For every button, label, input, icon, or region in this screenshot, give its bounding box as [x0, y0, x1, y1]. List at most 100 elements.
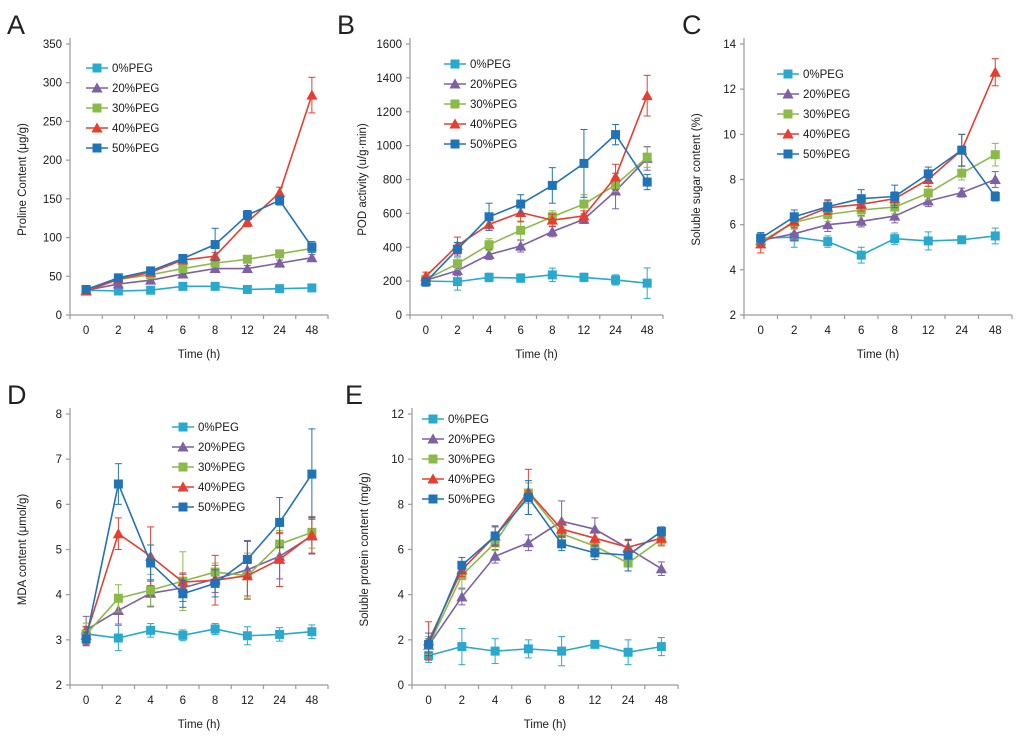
- square-marker: [611, 130, 621, 140]
- series-line: [760, 178, 996, 242]
- square-marker: [823, 237, 833, 247]
- square-marker: [484, 272, 494, 282]
- legend-item-50%PEG: 50%PEG: [444, 139, 517, 151]
- square-marker: [307, 242, 317, 252]
- y-tick-label: 14: [723, 39, 736, 51]
- square-marker: [623, 647, 633, 657]
- square-marker: [789, 212, 799, 222]
- triangle-marker: [889, 210, 901, 221]
- square-marker: [210, 240, 220, 250]
- y-tick-label: 1200: [376, 107, 402, 119]
- square-marker: [146, 285, 156, 295]
- x-tick-label: 6: [180, 695, 186, 707]
- legend-label: 0%PEG: [198, 422, 239, 434]
- legend-label: 30%PEG: [448, 454, 495, 466]
- square-marker: [242, 284, 252, 294]
- y-tick-label: 1400: [376, 73, 402, 85]
- y-tick-label: 6: [56, 499, 62, 511]
- triangle-marker: [449, 118, 461, 129]
- legend-item-40%PEG: 40%PEG: [777, 128, 850, 141]
- square-marker: [457, 560, 467, 570]
- square-marker: [450, 139, 460, 149]
- legend-label: 40%PEG: [470, 119, 517, 131]
- triangle-marker: [956, 187, 968, 198]
- y-axis-title: Soluble sugar content (%): [691, 113, 703, 245]
- triangle-marker: [782, 128, 794, 139]
- legend-label: 20%PEG: [803, 89, 850, 101]
- square-marker: [428, 494, 438, 504]
- series-line: [85, 531, 313, 635]
- legend-item-0%PEG: 0%PEG: [422, 414, 489, 426]
- triangle-marker: [483, 248, 495, 260]
- y-tick-label: 2: [730, 310, 736, 322]
- square-marker: [146, 625, 156, 635]
- square-marker: [146, 266, 156, 276]
- square-marker: [113, 286, 123, 296]
- triangle-marker: [609, 171, 622, 182]
- legend-item-20%PEG: 20%PEG: [444, 78, 517, 91]
- legend-item-30%PEG: 30%PEG: [444, 99, 517, 111]
- square-marker: [178, 502, 188, 512]
- triangle-marker: [456, 591, 468, 602]
- legend-label: 20%PEG: [198, 442, 245, 454]
- triangle-marker: [145, 274, 157, 285]
- triangle-marker: [274, 187, 286, 198]
- square-marker: [457, 642, 467, 652]
- series-line: [425, 133, 648, 283]
- triangle-marker: [522, 537, 534, 548]
- square-marker: [783, 69, 793, 79]
- triangle-marker: [989, 173, 1001, 184]
- square-marker: [516, 225, 526, 235]
- triangle-marker: [515, 240, 527, 251]
- y-tick-label: 600: [383, 208, 402, 220]
- square-marker: [516, 273, 526, 283]
- legend-item-20%PEG: 20%PEG: [777, 88, 850, 101]
- square-marker: [428, 414, 438, 424]
- x-tick-label: 12: [241, 325, 254, 337]
- y-tick-label: 10: [723, 129, 736, 141]
- x-tick-label: 0: [758, 325, 764, 337]
- legend-label: 0%PEG: [448, 414, 489, 426]
- x-tick-label: 2: [454, 325, 460, 337]
- x-tick-label: 4: [825, 325, 832, 337]
- triangle-marker: [209, 262, 221, 274]
- square-marker: [642, 278, 652, 288]
- legend-item-0%PEG: 0%PEG: [86, 63, 153, 75]
- x-axis-title: Time (h): [178, 719, 221, 731]
- square-marker: [484, 240, 494, 250]
- series-0%PEG: [424, 628, 666, 667]
- series-line: [425, 274, 648, 284]
- panel-letter: C: [682, 10, 702, 40]
- series-line: [425, 157, 648, 282]
- square-marker: [642, 177, 652, 187]
- y-tick-label: 2: [56, 680, 62, 692]
- triangle-marker: [655, 532, 667, 543]
- x-tick-label: 12: [241, 695, 254, 707]
- triangle-marker: [427, 473, 439, 484]
- x-tick-label: 8: [549, 325, 555, 337]
- x-tick-label: 48: [989, 325, 1002, 337]
- square-marker: [242, 554, 252, 564]
- square-marker: [113, 633, 123, 643]
- y-tick-label: 8: [730, 175, 736, 187]
- y-tick-label: 3: [56, 635, 62, 647]
- legend: 0%PEG 20%PEG 30%PEG 40%PEG 50%PEG: [444, 59, 517, 151]
- y-tick-label: 100: [43, 233, 62, 245]
- y-axis-title: MDA content (μmol/g): [17, 494, 29, 606]
- triangle-marker: [546, 226, 558, 237]
- square-marker: [923, 188, 933, 198]
- x-axis-title: Time (h): [857, 349, 900, 361]
- x-tick-label: 48: [305, 695, 318, 707]
- x-tick-label: 2: [791, 325, 797, 337]
- x-tick-label: 0: [423, 325, 429, 337]
- square-marker: [957, 168, 967, 178]
- square-marker: [275, 517, 285, 527]
- square-marker: [516, 199, 526, 209]
